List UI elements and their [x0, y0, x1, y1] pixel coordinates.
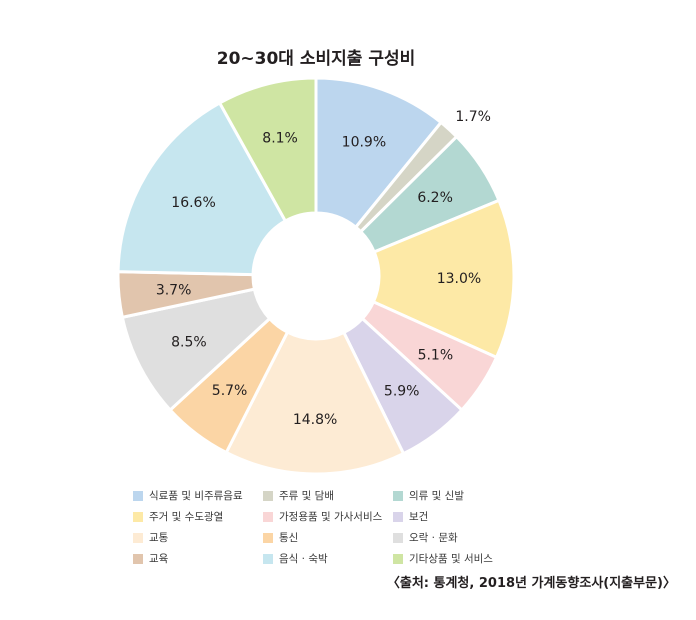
legend-item: 의류 및 신발 [393, 488, 523, 503]
legend-swatch [393, 532, 403, 543]
legend-swatch [393, 553, 403, 564]
legend-row: 교통 통신 오락 · 문화 [133, 527, 553, 548]
legend-item: 주거 및 수도광열 [133, 509, 263, 524]
source-note: 〈출처: 통계청, 2018년 가계동향조사(지출부문)〉 [386, 576, 676, 591]
slice-value-label: 5.1% [418, 348, 454, 364]
legend-item: 기타상품 및 서비스 [393, 551, 523, 566]
slice-value-label: 1.7% [455, 109, 491, 125]
legend-label: 식료품 및 비주류음료 [149, 490, 243, 502]
legend-swatch [263, 532, 273, 543]
slice-value-label: 5.9% [384, 383, 420, 399]
legend-item: 식료품 및 비주류음료 [133, 488, 263, 503]
legend-row: 교육 음식 · 숙박 기타상품 및 서비스 [133, 548, 553, 569]
legend-swatch [263, 553, 273, 564]
legend-swatch [133, 532, 143, 543]
pie-slices [116, 76, 516, 476]
legend-row: 식료품 및 비주류음료 주류 및 담배 의류 및 신발 [133, 485, 553, 506]
slice-value-label: 8.1% [262, 131, 298, 147]
slice-value-label: 16.6% [171, 195, 215, 211]
legend-label: 교육 [149, 553, 169, 565]
legend-swatch [133, 511, 143, 522]
legend-item: 주류 및 담배 [263, 488, 393, 503]
legend-label: 가정용품 및 가사서비스 [279, 511, 383, 523]
legend-item: 통신 [263, 530, 393, 545]
legend-item: 교통 [133, 530, 263, 545]
legend-row: 주거 및 수도광열 가정용품 및 가사서비스 보건 [133, 506, 553, 527]
legend-label: 교통 [149, 532, 169, 544]
legend-label: 주거 및 수도광열 [149, 511, 224, 523]
legend-label: 통신 [279, 532, 299, 544]
legend-item: 보건 [393, 509, 523, 524]
legend-item: 음식 · 숙박 [263, 551, 393, 566]
slice-value-label: 10.9% [342, 134, 386, 150]
legend-item: 가정용품 및 가사서비스 [263, 509, 393, 524]
slice-value-label: 13.0% [437, 271, 481, 287]
slice-value-label: 8.5% [171, 335, 207, 351]
pie-slice [314, 76, 444, 230]
legend-label: 음식 · 숙박 [279, 553, 328, 565]
legend-label: 기타상품 및 서비스 [409, 553, 493, 565]
pie-slice [371, 198, 516, 360]
legend-item: 오락 · 문화 [393, 530, 523, 545]
legend-swatch [133, 553, 143, 564]
chart-title: 20~30대 소비지출 구성비 [217, 49, 416, 69]
legend-item: 교육 [133, 551, 263, 566]
slice-value-label: 3.7% [156, 282, 192, 298]
legend-label: 보건 [409, 511, 429, 523]
legend-swatch [393, 511, 403, 522]
legend-swatch [263, 511, 273, 522]
legend-label: 주류 및 담배 [279, 490, 334, 502]
slice-value-label: 5.7% [212, 383, 248, 399]
legend-label: 의류 및 신발 [409, 490, 464, 502]
slice-value-label: 6.2% [417, 190, 453, 206]
pie-slice [217, 76, 318, 223]
legend-swatch [133, 490, 143, 501]
legend-swatch [263, 490, 273, 501]
pie-labels: 10.9% 1.7% 6.2% 13.0% 5.1% 5.9% 14.8% 5.7% 8.5% 3… [156, 109, 491, 428]
legend-swatch [393, 490, 403, 501]
slice-value-label: 14.8% [293, 412, 337, 428]
legend-label: 오락 · 문화 [409, 532, 458, 544]
